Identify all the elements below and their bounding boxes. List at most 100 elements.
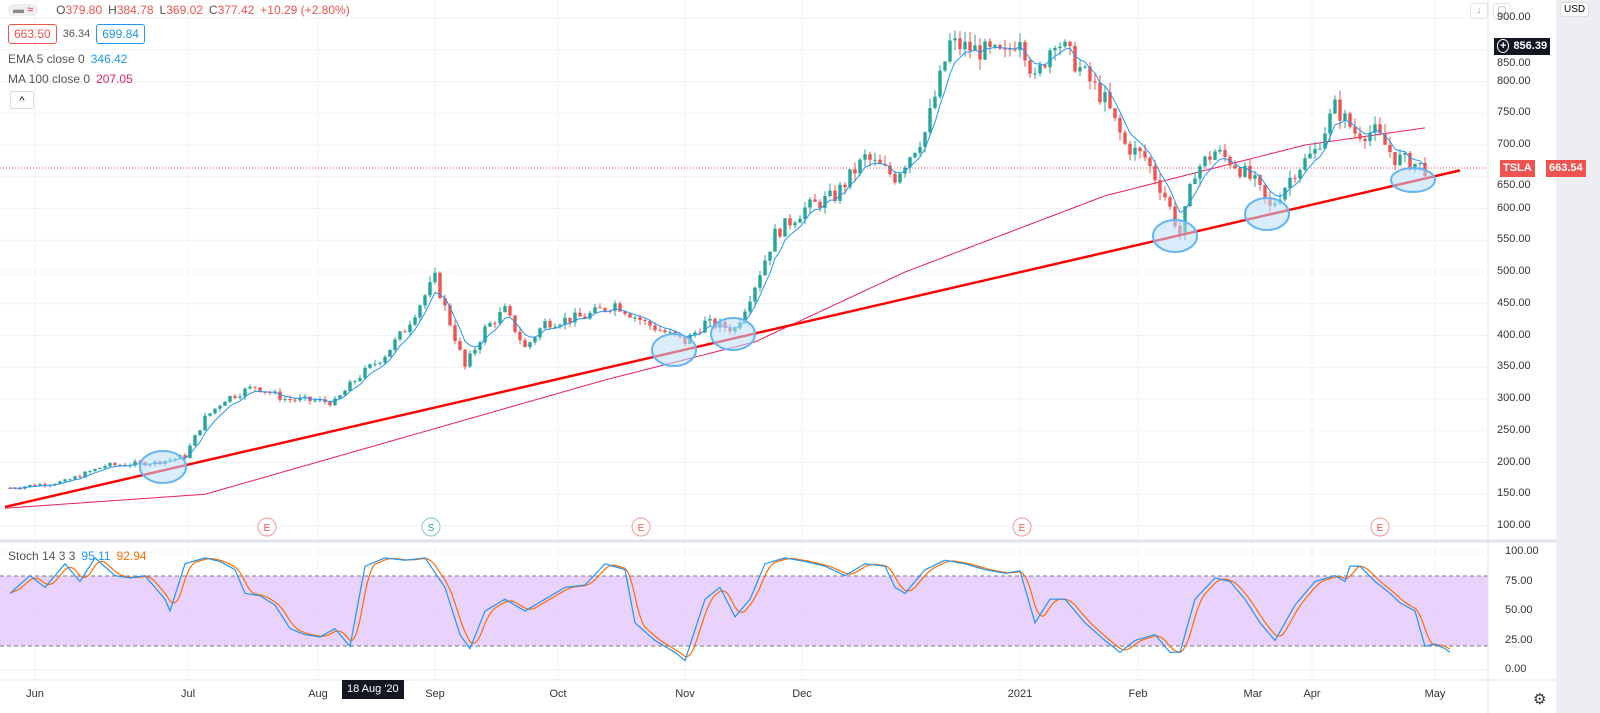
price-axis-label: 900.00: [1497, 11, 1531, 23]
candle-body: [423, 295, 427, 306]
candle-body: [703, 320, 707, 333]
candle-body: [803, 207, 807, 219]
candle-body: [1318, 148, 1322, 150]
touch-ellipse[interactable]: [651, 333, 697, 367]
time-axis-label: Feb: [1129, 688, 1148, 700]
candle-body: [1083, 66, 1087, 68]
candle-body: [918, 146, 922, 153]
candle-body: [853, 169, 857, 174]
price-axis-label: 750.00: [1497, 106, 1531, 119]
candle-body: [873, 159, 877, 161]
candle-body: [743, 311, 747, 323]
candle-body: [1213, 151, 1217, 160]
candle-body: [293, 399, 297, 401]
candle-body: [353, 380, 357, 382]
candle-body: [18, 488, 22, 490]
candle-body: [1048, 50, 1052, 68]
candle-body: [1063, 41, 1067, 47]
collapse-legend-button[interactable]: ^: [10, 91, 34, 109]
candle-body: [393, 339, 397, 350]
settings-gear-icon[interactable]: ⚙: [1533, 691, 1547, 708]
candle-body: [1393, 152, 1397, 166]
candle-body: [1043, 64, 1047, 68]
candle-body: [1093, 81, 1097, 83]
candle-body: [248, 386, 252, 389]
currency-button[interactable]: USD: [1560, 2, 1590, 17]
chart-style-toggle[interactable]: ▬ ≈: [8, 4, 39, 16]
candle-body: [1138, 147, 1142, 152]
candle-body: [448, 305, 452, 326]
fullscreen-button[interactable]: ▢: [1493, 3, 1511, 19]
ma-legend[interactable]: MA 100 close 0 207.05: [8, 72, 133, 86]
candle-body: [298, 397, 302, 401]
candle-body: [1168, 197, 1172, 207]
candle-body: [763, 260, 767, 276]
candle-body: [228, 395, 232, 402]
candle-body: [588, 312, 592, 319]
candle-body: [1073, 46, 1077, 72]
scroll-down-button[interactable]: ↓: [1470, 3, 1488, 19]
candle-body: [1068, 41, 1072, 47]
candle-body: [1238, 168, 1242, 177]
buy-price-box[interactable]: 699.84: [96, 24, 145, 44]
candle-body: [558, 324, 562, 327]
time-axis-label: Aug: [308, 688, 328, 700]
candle-body: [508, 306, 512, 316]
candle-body: [1058, 46, 1062, 49]
stoch-legend[interactable]: Stoch 14 3 3 95.11 92.94: [8, 549, 147, 563]
candle-body: [568, 317, 572, 323]
touch-ellipse[interactable]: [139, 450, 187, 484]
candle-body: [208, 413, 212, 416]
candle-body: [1088, 66, 1092, 82]
ema-legend[interactable]: EMA 5 close 0 346.42: [8, 52, 128, 66]
square-icon: ▢: [1497, 5, 1507, 16]
crosshair-price-label: +856.39: [1494, 38, 1551, 55]
candle-body: [923, 132, 927, 147]
candle-body: [433, 272, 437, 283]
event-marker: [1370, 517, 1390, 537]
candle-body: [468, 353, 472, 367]
touch-ellipse[interactable]: [1390, 167, 1436, 193]
candle-body: [1253, 175, 1257, 179]
candle-body: [68, 479, 72, 481]
candle-body: [793, 222, 797, 226]
candle-body: [343, 390, 347, 396]
candle-body: [648, 320, 652, 326]
candle-body: [818, 201, 822, 208]
candle-body: [438, 272, 442, 299]
plus-circle-icon[interactable]: +: [1497, 39, 1510, 53]
candle-body: [238, 396, 242, 398]
candle-body: [643, 320, 647, 322]
right-scrollbar[interactable]: [1556, 0, 1600, 713]
candle-body: [213, 408, 217, 414]
candle-body: [1033, 73, 1037, 75]
stoch-d-line: [9, 557, 1451, 658]
candle-body: [478, 342, 482, 350]
candle-body: [368, 364, 372, 368]
candle-body: [78, 476, 82, 478]
candle-body: [548, 321, 552, 328]
touch-ellipse[interactable]: [1244, 197, 1290, 231]
time-axis-label: Oct: [549, 688, 566, 700]
candle-body: [543, 321, 547, 329]
candle-body: [1013, 49, 1017, 51]
price-axis-label: 250.00: [1497, 423, 1531, 436]
touch-ellipse[interactable]: [1152, 219, 1198, 253]
sell-price-box[interactable]: 663.50: [8, 24, 57, 44]
support-touch-markers[interactable]: [139, 167, 1436, 484]
candle-body: [1343, 113, 1347, 121]
candle-body: [518, 331, 522, 341]
candle-body: [898, 173, 902, 183]
candle-body: [1353, 126, 1357, 134]
candle-body: [1153, 166, 1157, 181]
candle-body: [538, 328, 542, 338]
candle-body: [623, 311, 627, 315]
candle-body: [1408, 152, 1412, 170]
candle-body: [1303, 158, 1307, 170]
candle-body: [788, 218, 792, 226]
candle-body: [1308, 153, 1312, 159]
event-marker-label: E: [1377, 523, 1384, 534]
touch-ellipse[interactable]: [710, 317, 756, 351]
candle-body: [463, 349, 467, 367]
